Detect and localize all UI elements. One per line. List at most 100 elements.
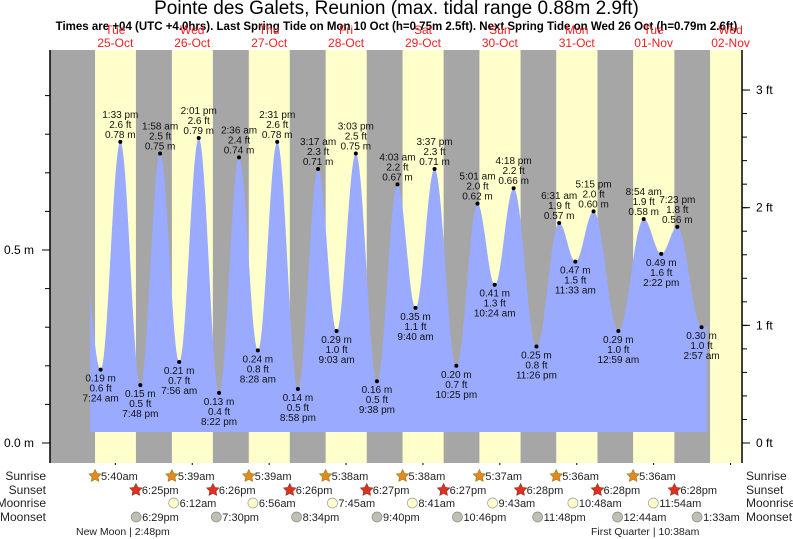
moonset-time: 11:48pm	[544, 512, 586, 524]
moonset-time: 7:30pm	[222, 512, 259, 524]
tide-marker	[295, 386, 300, 391]
day-of-week-label: Wed	[718, 23, 742, 37]
tide-marker	[395, 182, 400, 187]
sunrise-time: 5:39am	[178, 471, 215, 483]
moonrise-time: 9:43am	[499, 498, 536, 510]
tide-ft-label: 0.5 ft	[129, 399, 151, 410]
low-tide-point: 0.49 m1.6 ft2:22 pm	[643, 251, 679, 289]
tide-marker	[353, 151, 358, 156]
sunrise-icon	[549, 468, 564, 482]
tide-time-label: 4:18 pm	[496, 156, 532, 167]
moonrise-row-label: Moonrise	[0, 496, 46, 510]
tide-marker	[641, 217, 646, 222]
tide-ft-label: 1.0 ft	[325, 345, 347, 356]
tide-m-label: 0.62 m	[462, 192, 493, 203]
tide-time-label: 10:25 pm	[435, 390, 477, 401]
tide-time-label: 9:38 pm	[359, 405, 395, 416]
tide-time-label: 2:22 pm	[643, 278, 679, 289]
moonrise-icon	[406, 497, 418, 509]
high-tide-point: 2:01 pm2.6 ft0.79 m	[181, 106, 217, 141]
tide-marker	[659, 251, 664, 256]
sunset-icon	[282, 482, 297, 496]
sunrise-row-label-right: Sunrise	[746, 469, 787, 483]
sunset-icon	[590, 482, 605, 496]
moonset-row-label: Moonset	[0, 510, 47, 524]
tide-ft-label: 2.3 ft	[307, 147, 329, 158]
sunset-time: 6:27pm	[373, 485, 410, 497]
moonset-icon	[130, 511, 142, 523]
tide-time-label: 8:58 pm	[280, 413, 316, 424]
sunset-time: 6:26pm	[296, 485, 333, 497]
moonset-icon	[452, 511, 463, 523]
sunrise-icon	[318, 468, 333, 482]
tide-ft-label: 1.1 ft	[404, 322, 426, 333]
tide-m-label: 0.21 m	[164, 366, 195, 377]
sunset-time: 6:25pm	[142, 485, 179, 497]
day-of-week-label: Tue	[105, 23, 126, 37]
tide-ft-label: 0.8 ft	[525, 361, 547, 372]
tide-m-label: 0.20 m	[441, 370, 472, 381]
tide-marker	[492, 282, 497, 287]
sunset-icon	[436, 482, 451, 496]
tide-ft-label: 0.7 ft	[445, 380, 467, 391]
moonrise-icon	[327, 497, 338, 509]
tide-m-label: 0.56 m	[662, 215, 693, 226]
sunrise-time: 5:40am	[101, 471, 138, 483]
tide-ft-label: 1.9 ft	[548, 201, 570, 212]
date-label: 30-Oct	[482, 36, 519, 50]
tide-m-label: 0.24 m	[243, 354, 274, 365]
left-tick-label: 0.5 m	[4, 243, 34, 257]
tide-marker	[591, 209, 596, 214]
moonset-icon	[691, 511, 703, 523]
tide-time-label: 9:03 am	[319, 355, 355, 366]
low-tide-point: 0.35 m1.1 ft9:40 am	[397, 305, 434, 343]
tide-area	[90, 138, 707, 432]
sunrise-icon	[395, 468, 410, 482]
tide-ft-label: 2.4 ft	[228, 135, 250, 146]
sunrise-time: 5:36am	[639, 471, 676, 483]
sunset-time: 6:27pm	[450, 485, 487, 497]
tide-time-label: 2:57 am	[683, 351, 719, 362]
tide-m-label: 0.57 m	[544, 211, 575, 222]
date-label: 01-Nov	[634, 36, 673, 50]
low-tide-point: 0.19 m0.6 ft7:24 am	[83, 367, 119, 405]
sunset-icon	[129, 482, 143, 496]
low-tide-point: 0.14 m0.5 ft8:58 pm	[280, 386, 316, 424]
tide-marker	[177, 359, 182, 364]
tide-marker	[454, 363, 459, 368]
tide-marker	[475, 201, 480, 206]
sunset-icon	[513, 482, 528, 496]
tide-ft-label: 1.5 ft	[564, 276, 586, 287]
right-tick-label: 0 ft	[756, 436, 773, 450]
tide-ft-label: 2.0 ft	[466, 182, 488, 193]
moonrise-time: 11:54am	[659, 498, 701, 510]
tide-marker	[158, 151, 163, 156]
moonrise-time: 6:12am	[180, 498, 217, 510]
day-of-week-label: Tue	[644, 23, 665, 37]
tide-time-label: 2:31 pm	[259, 110, 295, 121]
tide-time-label: 12:59 am	[597, 355, 639, 366]
sunset-icon	[206, 482, 220, 496]
tide-ft-label: 2.2 ft	[503, 166, 525, 177]
high-tide-point: 2:31 pm2.6 ft0.78 m	[259, 110, 295, 144]
tide-time-label: 7:23 pm	[659, 195, 695, 206]
tide-time-label: 3:03 pm	[338, 122, 374, 133]
sunrise-time: 5:38am	[332, 471, 369, 483]
high-tide-point: 3:03 pm2.5 ft0.75 m	[338, 122, 374, 156]
high-tide-point: 5:15 pm2.0 ft0.60 m	[576, 179, 612, 214]
high-tide-point: 8:54 am1.9 ft0.58 m	[626, 187, 662, 222]
tide-marker	[557, 220, 562, 225]
moonrise-row-label-right: Moonrise	[746, 496, 793, 510]
moonset-time: 12:44am	[624, 512, 667, 524]
moonset-time: 6:29pm	[142, 512, 179, 524]
tide-ft-label: 1.0 ft	[690, 341, 712, 352]
tide-ft-label: 0.7 ft	[168, 376, 190, 387]
chart-subtitle: Times are +04 (UTC +4.0hrs). Last Spring…	[55, 21, 738, 33]
tide-marker	[255, 348, 260, 353]
tide-m-label: 0.74 m	[224, 145, 255, 156]
tide-m-label: 0.19 m	[85, 374, 116, 385]
tide-marker	[217, 390, 222, 395]
